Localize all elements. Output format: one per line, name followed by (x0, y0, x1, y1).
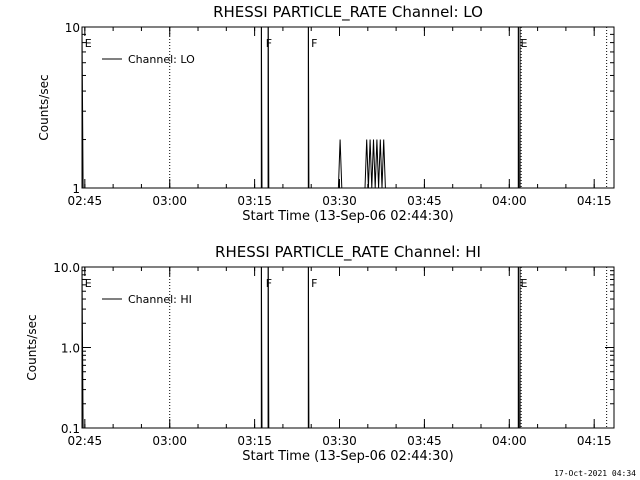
chart2-y-tick-label: 10.0 (53, 261, 80, 275)
chart1-x-tick-label: 04:00 (492, 194, 527, 208)
chart1-x-tick-label: 03:00 (152, 194, 187, 208)
chart1-x-axis-label: Start Time (13-Sep-06 02:44:30) (242, 209, 453, 224)
chart2-y-tick-label: 1.0 (61, 342, 80, 356)
chart1-legend-label: Channel: LO (128, 53, 195, 66)
chart1-title: RHESSI PARTICLE_RATE Channel: LO (213, 3, 483, 22)
chart1-x-tick-label: 03:30 (322, 194, 357, 208)
footer-timestamp: 17-Oct-2021 04:34 (554, 469, 636, 478)
chart2-flag-label: F (266, 277, 272, 290)
chart1-x-tick-label: 02:45 (68, 194, 103, 208)
chart1-flag-label: F (311, 37, 317, 50)
chart2-x-tick-label: 04:00 (492, 434, 527, 448)
chart1-y-tick-label: 1 (72, 182, 80, 196)
chart1-flag-label: E (520, 37, 527, 50)
chart2-flag-label: E (520, 277, 527, 290)
chart1-x-tick-label: 03:45 (407, 194, 442, 208)
chart1-y-tick-label: 10 (65, 21, 80, 35)
chart2-x-tick-label: 03:00 (152, 434, 187, 448)
chart2-flag-label: E (85, 277, 92, 290)
chart2-x-tick-label: 02:45 (68, 434, 103, 448)
chart2-x-axis-label: Start Time (13-Sep-06 02:44:30) (242, 449, 453, 464)
chart2-legend-label: Channel: HI (128, 293, 192, 306)
chart1-flag-label: F (266, 37, 272, 50)
chart2-x-tick-label: 03:45 (407, 434, 442, 448)
chart2-flag-label: F (311, 277, 317, 290)
chart1-series-line (81, 26, 614, 189)
chart1-y-axis-label: Counts/sec (37, 74, 51, 140)
chart1-x-tick-label: 03:15 (237, 194, 272, 208)
chart2-x-tick-label: 04:15 (577, 434, 612, 448)
chart2-x-tick-label: 03:30 (322, 434, 357, 448)
chart2-x-tick-label: 03:15 (237, 434, 272, 448)
chart2-y-tick-label: 0.1 (61, 422, 80, 436)
chart2-title: RHESSI PARTICLE_RATE Channel: HI (215, 243, 481, 262)
chart1-x-tick-label: 04:15 (577, 194, 612, 208)
chart2-plot-frame (81, 266, 615, 429)
chart2-series-line (81, 266, 614, 429)
chart2-y-axis-label: Counts/sec (25, 314, 39, 380)
chart1-plot-frame (81, 26, 615, 189)
chart1-flag-label: E (85, 37, 92, 50)
